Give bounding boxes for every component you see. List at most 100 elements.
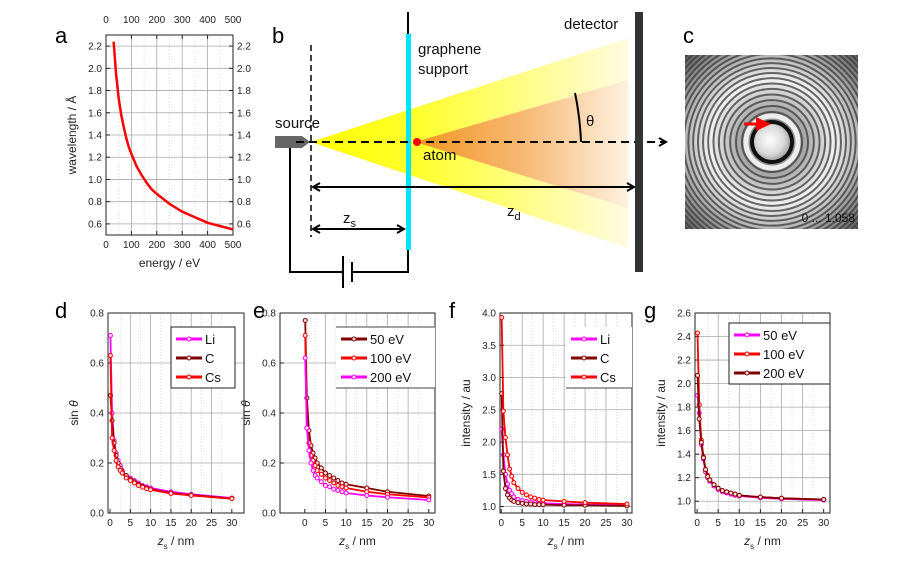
x-tick-label: 400 (199, 240, 216, 251)
legend-item: 200 eV (341, 370, 412, 385)
data-point (507, 466, 513, 472)
right-tick-label: 1.0 (237, 175, 251, 186)
data-point (135, 483, 141, 488)
y-tick-label: 4.0 (482, 309, 496, 320)
y-tick-label: 3.5 (482, 341, 496, 352)
x-axis-label-unit: / nm (558, 534, 585, 548)
chart-d: 0 5 10 15 20 25 30 0.0 0.2 0.4 0.6 0.8 zs / nm sin θ L… (67, 309, 245, 551)
legend-item: 100 eV (734, 347, 805, 362)
data-point (821, 496, 827, 502)
data-point (536, 502, 542, 508)
x-tick-label: 25 (600, 518, 612, 529)
y-tick-label: 0.2 (90, 459, 104, 470)
y-tick-label: 1.0 (88, 175, 102, 186)
data-point (561, 498, 567, 504)
data-point (724, 489, 730, 495)
data-point (308, 460, 314, 466)
x-tick-label: 25 (403, 518, 415, 529)
y-tick-label: 0.6 (88, 219, 102, 230)
legend-item: C (176, 351, 214, 366)
hologram-ring (696, 66, 848, 218)
x-tick-label: 10 (145, 518, 157, 529)
y-tick-label: 2.0 (88, 64, 102, 75)
y-tick-label: 1.4 (88, 131, 102, 142)
series-cs (107, 353, 235, 502)
x-axis-label-sub: s (750, 542, 754, 551)
graphene-label: graphene (418, 41, 481, 58)
y-tick-label: 0.4 (262, 409, 276, 420)
y-tick-label: 2.0 (482, 438, 496, 449)
data-point (229, 496, 235, 502)
data-point (107, 333, 113, 338)
y-tick-label: 1.4 (677, 450, 691, 461)
data-point (331, 475, 337, 481)
legend-marker (186, 355, 192, 361)
data-point (123, 475, 129, 481)
legend: 50 eV 100 eV 200 eV (728, 322, 831, 385)
plot-frame (499, 312, 633, 514)
data-point (335, 478, 341, 483)
y-tick-label: 0.2 (262, 459, 276, 470)
legend-marker (351, 355, 357, 361)
scale-range-label: 0 ... 1.058 (802, 211, 856, 225)
data-point (540, 502, 546, 508)
y-axis-label-prefix: sin (239, 407, 253, 426)
right-tick-label: 1.8 (237, 86, 251, 97)
data-point (540, 497, 546, 503)
right-tick-label: 0.8 (237, 197, 251, 208)
circuit-wire-left (289, 148, 343, 273)
legend-item: 50 eV (341, 332, 404, 347)
hologram-ring (729, 99, 815, 185)
source-tip-icon (275, 136, 310, 148)
x-tick-label: 5 (128, 518, 134, 529)
data-point (515, 500, 521, 506)
y-tick-label: 1.8 (88, 86, 102, 97)
series-200-ev (695, 372, 827, 502)
chart-f: 0 5 10 15 20 25 30 1.0 1.5 2.0 2.5 3.0 3.5 4.0 zs / nm… (459, 309, 633, 552)
hologram-ring (687, 57, 857, 227)
theta-label: θ (586, 113, 594, 130)
data-point (314, 468, 320, 473)
top-tick-label: 100 (123, 15, 140, 26)
data-point (343, 485, 349, 491)
data-point (505, 481, 511, 487)
x-axis-label-var: z (547, 534, 554, 548)
legend-marker (581, 355, 587, 361)
x-tick-label: 0 (302, 518, 308, 529)
data-point (502, 435, 508, 441)
y-axis-label: sin θ (67, 400, 81, 426)
panel-label-c: c (683, 23, 694, 48)
x-axis-label: zs / nm (157, 534, 195, 551)
hologram-ring (707, 77, 837, 207)
x-tick-label: 5 (519, 518, 525, 529)
data-point (703, 466, 709, 472)
series-200-ev (302, 355, 432, 503)
legend-item: 200 eV (734, 366, 805, 381)
hologram-ring (723, 93, 821, 191)
y-axis-label: sin θ (239, 400, 253, 426)
support-label: support (418, 61, 469, 78)
data-point (523, 492, 529, 498)
data-point (306, 448, 312, 453)
panel-label-b: b (272, 23, 284, 48)
y-tick-label: 0.8 (262, 309, 276, 320)
x-axis-label-unit: / nm (168, 534, 195, 548)
data-point (327, 478, 333, 483)
data-point (131, 480, 137, 486)
data-point (698, 439, 704, 445)
data-point (499, 315, 505, 321)
y-tick-label: 2.6 (677, 309, 691, 320)
data-point (310, 468, 316, 473)
data-point (322, 483, 328, 488)
y-tick-label: 0.4 (90, 409, 104, 420)
top-tick-label: 400 (199, 15, 216, 26)
data-point (335, 483, 341, 488)
graphene-support-bar (406, 34, 411, 250)
x-tick-label: 0 (107, 518, 113, 529)
x-tick-label: 5 (715, 518, 721, 529)
legend-label: C (600, 351, 609, 366)
data-point (318, 471, 324, 477)
setup-diagram: source graphene support detector atom θ … (275, 12, 666, 288)
legend-marker (744, 370, 750, 376)
hologram-ring (735, 105, 809, 179)
